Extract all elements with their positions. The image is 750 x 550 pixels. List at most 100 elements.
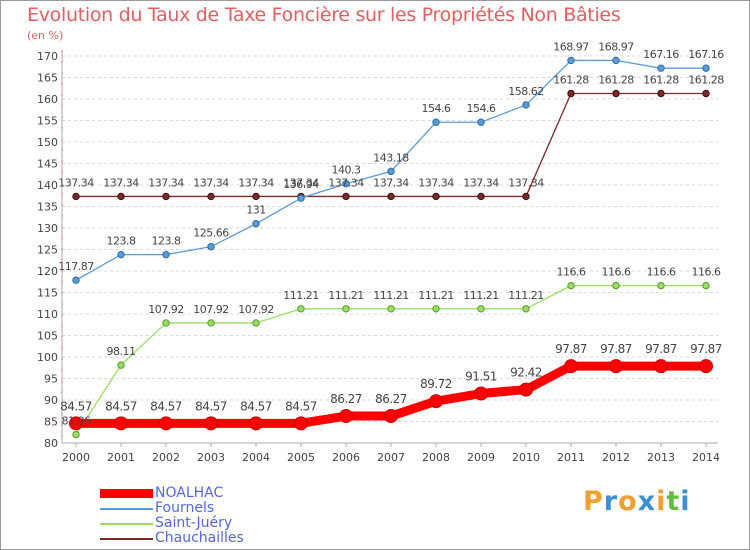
y-tick-label: 135 <box>37 201 58 214</box>
data-point-noalhac <box>69 416 83 431</box>
x-tick-label: 2010 <box>512 451 540 464</box>
y-tick-label: 160 <box>37 93 58 106</box>
data-label-noalhac: 97.87 <box>645 342 677 356</box>
chart-legend: NOALHAC Fournels Saint-Juéry Chauchailles <box>100 486 244 546</box>
data-point-saint-ju-ry <box>702 281 710 290</box>
data-label-noalhac: 97.87 <box>600 342 632 356</box>
data-label-fournels: 131 <box>246 204 266 217</box>
y-tick-label: 105 <box>37 330 58 343</box>
legend-swatch-chauchailles <box>100 537 153 540</box>
legend-swatch-saint-ju-ry <box>100 522 153 525</box>
data-point-chauchailles <box>657 89 665 98</box>
data-point-chauchailles <box>342 192 350 201</box>
data-point-noalhac <box>699 359 713 374</box>
data-point-fournels <box>342 180 350 188</box>
legend-label-fournels: Fournels <box>155 500 215 516</box>
y-tick-label: 170 <box>37 50 58 63</box>
data-point-fournels <box>657 64 665 72</box>
data-point-noalhac <box>654 359 668 374</box>
data-point-chauchailles <box>117 192 125 201</box>
x-tick-label: 2000 <box>62 451 90 464</box>
data-point-saint-ju-ry <box>432 305 440 313</box>
data-point-saint-ju-ry <box>387 305 395 313</box>
data-label-saint-ju-ry: 116.6 <box>602 266 631 279</box>
data-point-fournels <box>252 220 260 228</box>
logo-letter: t <box>666 486 681 517</box>
proxiti-logo: Proxiti <box>583 486 691 517</box>
data-label-fournels: 136.94 <box>283 178 319 191</box>
data-label-noalhac: 86.27 <box>375 392 407 406</box>
data-label-fournels: 125.66 <box>193 227 229 240</box>
data-label-chauchailles: 161.28 <box>598 73 634 86</box>
y-tick-label: 165 <box>37 72 58 85</box>
legend-item-noalhac: NOALHAC <box>100 486 244 501</box>
data-label-noalhac: 97.87 <box>555 342 587 356</box>
data-point-chauchailles <box>72 192 80 201</box>
legend-swatch-fournels <box>100 507 153 510</box>
data-label-fournels: 140.3 <box>332 164 361 177</box>
y-tick-label: 130 <box>37 222 58 235</box>
y-tick-label: 90 <box>44 394 58 407</box>
logo-letter: x <box>637 486 657 517</box>
data-label-saint-ju-ry: 98.11 <box>107 345 136 358</box>
legend-label-noalhac: NOALHAC <box>155 485 224 501</box>
data-point-chauchailles <box>477 192 485 201</box>
data-point-noalhac <box>249 416 263 431</box>
logo-letter: i <box>656 486 667 517</box>
x-tick-label: 2001 <box>107 451 135 464</box>
data-label-chauchailles: 161.28 <box>553 73 589 86</box>
data-label-noalhac: 84.57 <box>195 399 227 413</box>
y-tick-label: 110 <box>37 308 58 321</box>
data-label-noalhac: 84.57 <box>150 399 182 413</box>
data-point-noalhac <box>429 394 443 409</box>
data-point-chauchailles <box>387 192 395 201</box>
data-point-fournels <box>387 167 395 176</box>
data-label-saint-ju-ry: 116.6 <box>647 266 676 279</box>
data-label-saint-ju-ry: 111.21 <box>283 289 319 302</box>
y-tick-label: 120 <box>37 265 58 278</box>
data-label-fournels: 168.97 <box>553 40 589 53</box>
data-label-chauchailles: 161.28 <box>688 73 724 86</box>
data-label-saint-ju-ry: 116.6 <box>692 266 721 279</box>
y-tick-label: 150 <box>37 136 58 149</box>
x-tick-label: 2012 <box>602 451 630 464</box>
data-label-chauchailles: 137.34 <box>148 176 184 189</box>
data-point-fournels <box>297 194 305 202</box>
logo-letter: i <box>680 486 691 517</box>
data-label-fournels: 123.8 <box>107 235 136 248</box>
data-label-noalhac: 84.57 <box>105 399 137 413</box>
data-label-chauchailles: 137.34 <box>283 176 319 189</box>
data-label-chauchailles: 137.34 <box>193 176 229 189</box>
data-label-fournels: 117.87 <box>58 260 94 273</box>
data-point-fournels <box>207 242 215 251</box>
data-label-fournels: 154.6 <box>422 102 451 115</box>
data-point-noalhac <box>474 386 488 401</box>
data-label-chauchailles: 137.34 <box>103 176 139 189</box>
data-label-fournels: 158.62 <box>508 85 544 98</box>
y-tick-label: 145 <box>37 158 58 171</box>
legend-swatch-noalhac <box>100 489 153 498</box>
data-point-saint-ju-ry <box>252 319 260 327</box>
data-point-saint-ju-ry <box>612 281 620 290</box>
data-point-saint-ju-ry <box>207 319 215 327</box>
y-tick-label: 155 <box>37 115 58 128</box>
data-label-saint-ju-ry: 111.21 <box>373 289 409 302</box>
x-tick-label: 2003 <box>197 451 225 464</box>
data-point-saint-ju-ry <box>657 281 665 290</box>
data-point-fournels <box>522 101 530 109</box>
x-tick-label: 2008 <box>422 451 450 464</box>
y-tick-label: 100 <box>37 351 58 364</box>
data-point-noalhac <box>609 359 623 374</box>
data-point-saint-ju-ry <box>162 319 170 327</box>
y-tick-label: 140 <box>37 179 58 192</box>
data-point-saint-ju-ry <box>297 305 305 313</box>
y-tick-label: 125 <box>37 244 58 257</box>
data-point-noalhac <box>564 359 578 374</box>
chart-title: Evolution du Taux de Taxe Foncière sur l… <box>27 4 621 26</box>
x-tick-label: 2014 <box>692 451 720 464</box>
x-tick-label: 2005 <box>287 451 315 464</box>
data-point-chauchailles <box>522 192 530 201</box>
data-point-chauchailles <box>162 192 170 201</box>
data-label-chauchailles: 137.34 <box>328 176 364 189</box>
data-point-chauchailles <box>432 192 440 201</box>
